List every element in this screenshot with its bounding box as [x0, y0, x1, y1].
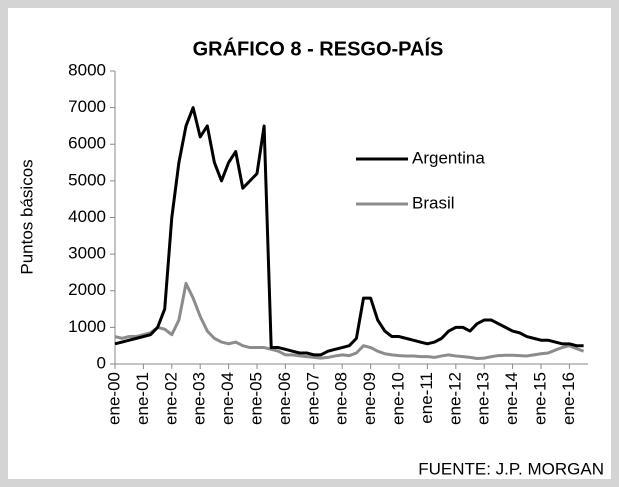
x-tick-label: ene-09: [360, 372, 379, 425]
chart-title: GRÁFICO 8 - RESGO-PAÍS: [193, 37, 444, 60]
x-tick-label: ene-14: [502, 372, 521, 425]
x-tick-label: ene-04: [218, 372, 237, 425]
y-tick-label: 3000: [68, 244, 106, 263]
y-tick-label: 4000: [68, 207, 106, 226]
x-tick-label: ene-00: [104, 372, 123, 425]
x-tick-label: ene-15: [530, 372, 549, 425]
x-tick-label: ene-08: [332, 372, 351, 425]
y-tick-label: 8000: [68, 60, 106, 79]
y-axis-label: Puntos básicos: [17, 159, 36, 274]
x-tick-label: ene-02: [161, 372, 180, 425]
y-tick-label: 7000: [68, 97, 106, 116]
x-tick-label: ene-11: [417, 372, 436, 424]
x-tick-label: ene-03: [190, 372, 209, 425]
x-tick-label: ene-16: [559, 372, 578, 425]
x-tick-label: ene-01: [133, 372, 152, 425]
x-tick-label: ene-05: [246, 372, 265, 425]
source: FUENTE: J.P. MORGAN: [418, 459, 604, 478]
x-tick-label: ene-10: [388, 372, 407, 425]
legend-label: Argentina: [412, 148, 485, 167]
y-tick-label: 0: [97, 353, 106, 372]
chart-area: [8, 8, 611, 479]
y-tick-label: 6000: [68, 134, 106, 153]
series-line: [114, 281, 585, 361]
legend-label: Brasil: [412, 193, 455, 212]
y-tick-label: 1000: [68, 317, 106, 336]
series-line: [114, 106, 584, 357]
x-tick-label: ene-07: [303, 372, 322, 425]
x-tick-label: ene-06: [275, 372, 294, 425]
y-tick-label: 2000: [68, 280, 106, 299]
x-tick-label: ene-12: [445, 372, 464, 425]
x-tick-label: ene-13: [474, 372, 493, 425]
y-tick-label: 5000: [68, 170, 106, 189]
